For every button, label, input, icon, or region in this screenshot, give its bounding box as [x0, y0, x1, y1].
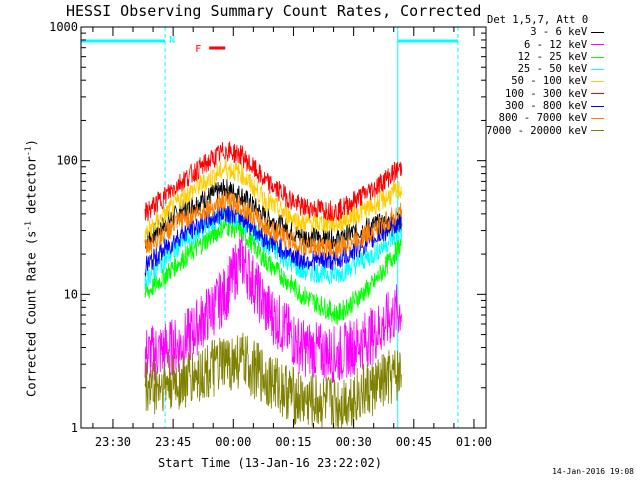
y-tick-label-4: 1000 [49, 20, 78, 34]
legend-item-label: 3 - 6 keV [530, 26, 588, 39]
legend-item-swatch [591, 81, 605, 83]
legend-item: 25 - 50 keV [486, 63, 605, 76]
series-line-6 [144, 141, 403, 222]
legend-item: 3 - 6 keV [486, 26, 605, 39]
y-tick-label-2: 10 [64, 287, 78, 301]
flare-label: F [195, 44, 201, 55]
legend-item-swatch [591, 118, 605, 120]
chart-title: HESSI Observing Summary Count Rates, Cor… [66, 2, 482, 20]
x-tick-label-7: 01:00 [456, 435, 492, 449]
legend: Det 1,5,7, Att 0 3 - 6 keV 6 - 12 keV 12 -… [486, 14, 605, 137]
legend-item-label: 50 - 100 keV [511, 75, 588, 88]
legend-item: 800 - 7000 keV [486, 112, 605, 125]
series-line-8 [144, 190, 403, 259]
series-line-3 [144, 216, 403, 325]
legend-item-swatch [591, 56, 605, 58]
legend-item: 300 - 800 keV [486, 100, 605, 113]
legend-item: 50 - 100 keV [486, 75, 605, 88]
legend-item-label: 300 - 800 keV [504, 100, 588, 113]
legend-item-label: 7000 - 20000 keV [486, 124, 588, 137]
legend-item-label: 12 - 25 keV [517, 50, 588, 63]
legend-item-swatch [591, 68, 605, 70]
x-tick-label-2: 23:45 [155, 435, 191, 449]
x-tick-label-6: 00:45 [396, 435, 432, 449]
legend-item: 100 - 300 keV [486, 87, 605, 100]
legend-item-swatch [591, 130, 605, 132]
x-tick-label-4: 00:15 [275, 435, 311, 449]
night-label: N [169, 35, 175, 46]
legend-item: 6 - 12 keV [486, 38, 605, 51]
legend-item-swatch [591, 93, 605, 95]
series-line-5 [144, 159, 403, 241]
legend-item-label: 800 - 7000 keV [498, 112, 588, 125]
y-tick-label-1: 1 [71, 421, 78, 435]
series-line-9 [144, 332, 403, 429]
legend-title: Det 1,5,7, Att 0 [487, 14, 589, 26]
legend-entries: 3 - 6 keV 6 - 12 keV 12 - 25 keV 25 - 50 ke… [486, 26, 605, 137]
series-line-4 [144, 205, 403, 289]
legend-item-label: 6 - 12 keV [523, 38, 588, 51]
legend-item-swatch [591, 44, 605, 46]
legend-item: 7000 - 20000 keV [486, 124, 605, 137]
legend-item-label: 25 - 50 keV [517, 63, 588, 76]
legend-item-swatch [591, 105, 605, 107]
x-tick-label-1: 23:30 [95, 435, 131, 449]
legend-item: 12 - 25 keV [486, 50, 605, 63]
plot-frame [80, 26, 487, 429]
series-line-2 [144, 231, 403, 384]
legend-item-label: 100 - 300 keV [504, 87, 588, 100]
footer-date: 14-Jan-2016 19:08 [552, 467, 634, 476]
x-axis-label: Start Time (13-Jan-16 23:22:02) [158, 456, 382, 470]
y-tick-label-3: 100 [56, 154, 78, 168]
x-tick-label-5: 00:30 [336, 435, 372, 449]
legend-item-swatch [591, 31, 605, 33]
x-tick-label-3: 00:00 [215, 435, 251, 449]
